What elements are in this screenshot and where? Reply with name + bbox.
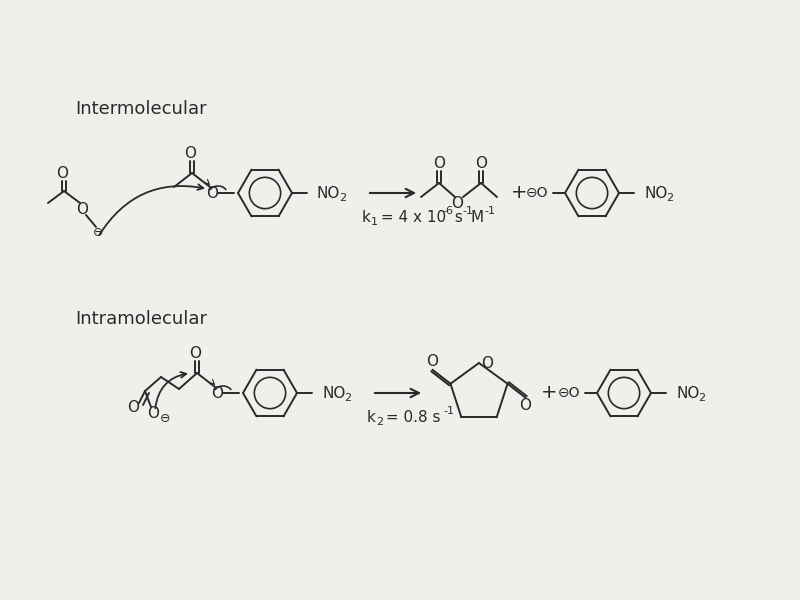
Text: NO: NO: [317, 185, 340, 200]
Text: = 0.8 s: = 0.8 s: [381, 409, 441, 425]
Text: s: s: [450, 209, 463, 224]
Text: ⊖: ⊖: [93, 226, 103, 239]
Text: O: O: [451, 196, 463, 211]
Text: O: O: [481, 355, 493, 370]
Text: NO: NO: [644, 185, 667, 200]
Text: O: O: [433, 155, 445, 170]
Text: NO: NO: [676, 385, 699, 401]
Text: = 4 x 10: = 4 x 10: [376, 209, 446, 224]
Text: ⊖: ⊖: [160, 413, 170, 425]
Text: +: +: [541, 383, 558, 403]
Text: 2: 2: [666, 193, 673, 203]
Text: -1: -1: [443, 406, 454, 416]
Text: -6: -6: [442, 206, 453, 216]
Text: O: O: [184, 145, 196, 160]
Text: -1: -1: [484, 206, 495, 216]
Text: O: O: [56, 166, 68, 181]
Text: O: O: [189, 346, 201, 361]
Text: +: +: [510, 184, 527, 202]
Text: NO: NO: [322, 385, 346, 401]
Text: O: O: [147, 406, 159, 421]
Text: 2: 2: [698, 393, 705, 403]
Text: O: O: [475, 155, 487, 170]
Text: O: O: [127, 400, 139, 415]
Text: 2: 2: [376, 417, 383, 427]
Text: O: O: [426, 354, 438, 369]
Text: -1: -1: [462, 206, 473, 216]
Text: 2: 2: [339, 193, 346, 203]
Text: Intramolecular: Intramolecular: [75, 310, 207, 328]
Text: Intermolecular: Intermolecular: [75, 100, 206, 118]
Text: O: O: [519, 398, 531, 413]
Text: ⊖O: ⊖O: [526, 186, 548, 200]
Text: O: O: [206, 185, 218, 200]
Text: M: M: [470, 209, 483, 224]
Text: ⊖O: ⊖O: [558, 386, 580, 400]
Text: 1: 1: [371, 217, 378, 227]
Text: k: k: [367, 409, 376, 425]
Text: O: O: [211, 385, 223, 401]
Text: k: k: [362, 209, 371, 224]
Text: O: O: [76, 202, 88, 217]
Text: 2: 2: [344, 393, 351, 403]
